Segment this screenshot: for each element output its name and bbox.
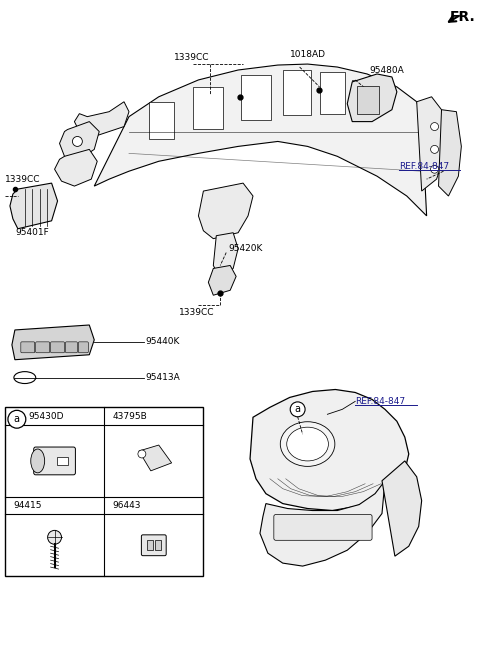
Polygon shape (139, 445, 172, 471)
Polygon shape (347, 74, 397, 121)
Bar (155, 541, 161, 550)
Bar (5, 408, 204, 576)
FancyBboxPatch shape (21, 342, 35, 353)
Bar (321, 72, 345, 114)
Bar (352, 80, 374, 117)
Bar (241, 75, 271, 119)
FancyBboxPatch shape (36, 342, 49, 353)
Polygon shape (12, 325, 94, 360)
Text: 1018AD: 1018AD (290, 49, 326, 58)
Ellipse shape (280, 422, 335, 467)
Text: 95430D: 95430D (29, 411, 64, 421)
Polygon shape (10, 183, 58, 228)
Polygon shape (60, 121, 99, 159)
Circle shape (48, 530, 61, 545)
Text: a: a (295, 404, 300, 414)
Text: 95401F: 95401F (15, 228, 48, 238)
Text: 1339CC: 1339CC (174, 53, 209, 62)
Text: 95413A: 95413A (146, 373, 180, 382)
FancyBboxPatch shape (142, 535, 166, 556)
Polygon shape (55, 149, 97, 186)
Polygon shape (213, 233, 238, 278)
Text: 43795B: 43795B (112, 411, 147, 421)
Text: 1339CC: 1339CC (5, 175, 40, 184)
Text: 96443: 96443 (112, 501, 141, 510)
Text: 1339CC: 1339CC (179, 308, 214, 317)
Polygon shape (439, 110, 461, 196)
Polygon shape (382, 461, 421, 556)
Ellipse shape (14, 372, 36, 384)
Polygon shape (198, 183, 253, 239)
Bar (149, 102, 174, 140)
Bar (193, 87, 223, 129)
Text: 95420K: 95420K (228, 244, 263, 253)
Circle shape (72, 136, 83, 147)
Text: FR.: FR. (449, 10, 475, 25)
Ellipse shape (287, 427, 328, 461)
Text: 94415: 94415 (13, 501, 41, 510)
Text: REF.84-847: REF.84-847 (399, 162, 449, 171)
Polygon shape (74, 102, 129, 136)
FancyBboxPatch shape (78, 342, 88, 353)
FancyBboxPatch shape (274, 515, 372, 541)
Bar (147, 541, 153, 550)
Circle shape (8, 410, 26, 428)
Circle shape (431, 123, 439, 130)
Circle shape (290, 402, 305, 417)
Polygon shape (208, 265, 236, 295)
Bar (57, 457, 69, 465)
FancyBboxPatch shape (65, 342, 77, 353)
FancyBboxPatch shape (50, 342, 64, 353)
Polygon shape (250, 389, 409, 511)
Ellipse shape (31, 449, 45, 473)
Circle shape (431, 145, 439, 153)
Polygon shape (260, 481, 385, 566)
Polygon shape (94, 64, 427, 216)
Polygon shape (417, 97, 446, 191)
Text: 95440K: 95440K (146, 337, 180, 347)
Bar (357, 86, 379, 114)
Circle shape (431, 165, 439, 173)
Text: a: a (14, 414, 20, 424)
Circle shape (138, 450, 146, 458)
Text: 95480A: 95480A (369, 66, 404, 75)
FancyBboxPatch shape (34, 447, 75, 475)
Text: REF.84-847: REF.84-847 (355, 397, 405, 406)
Bar (283, 70, 311, 115)
